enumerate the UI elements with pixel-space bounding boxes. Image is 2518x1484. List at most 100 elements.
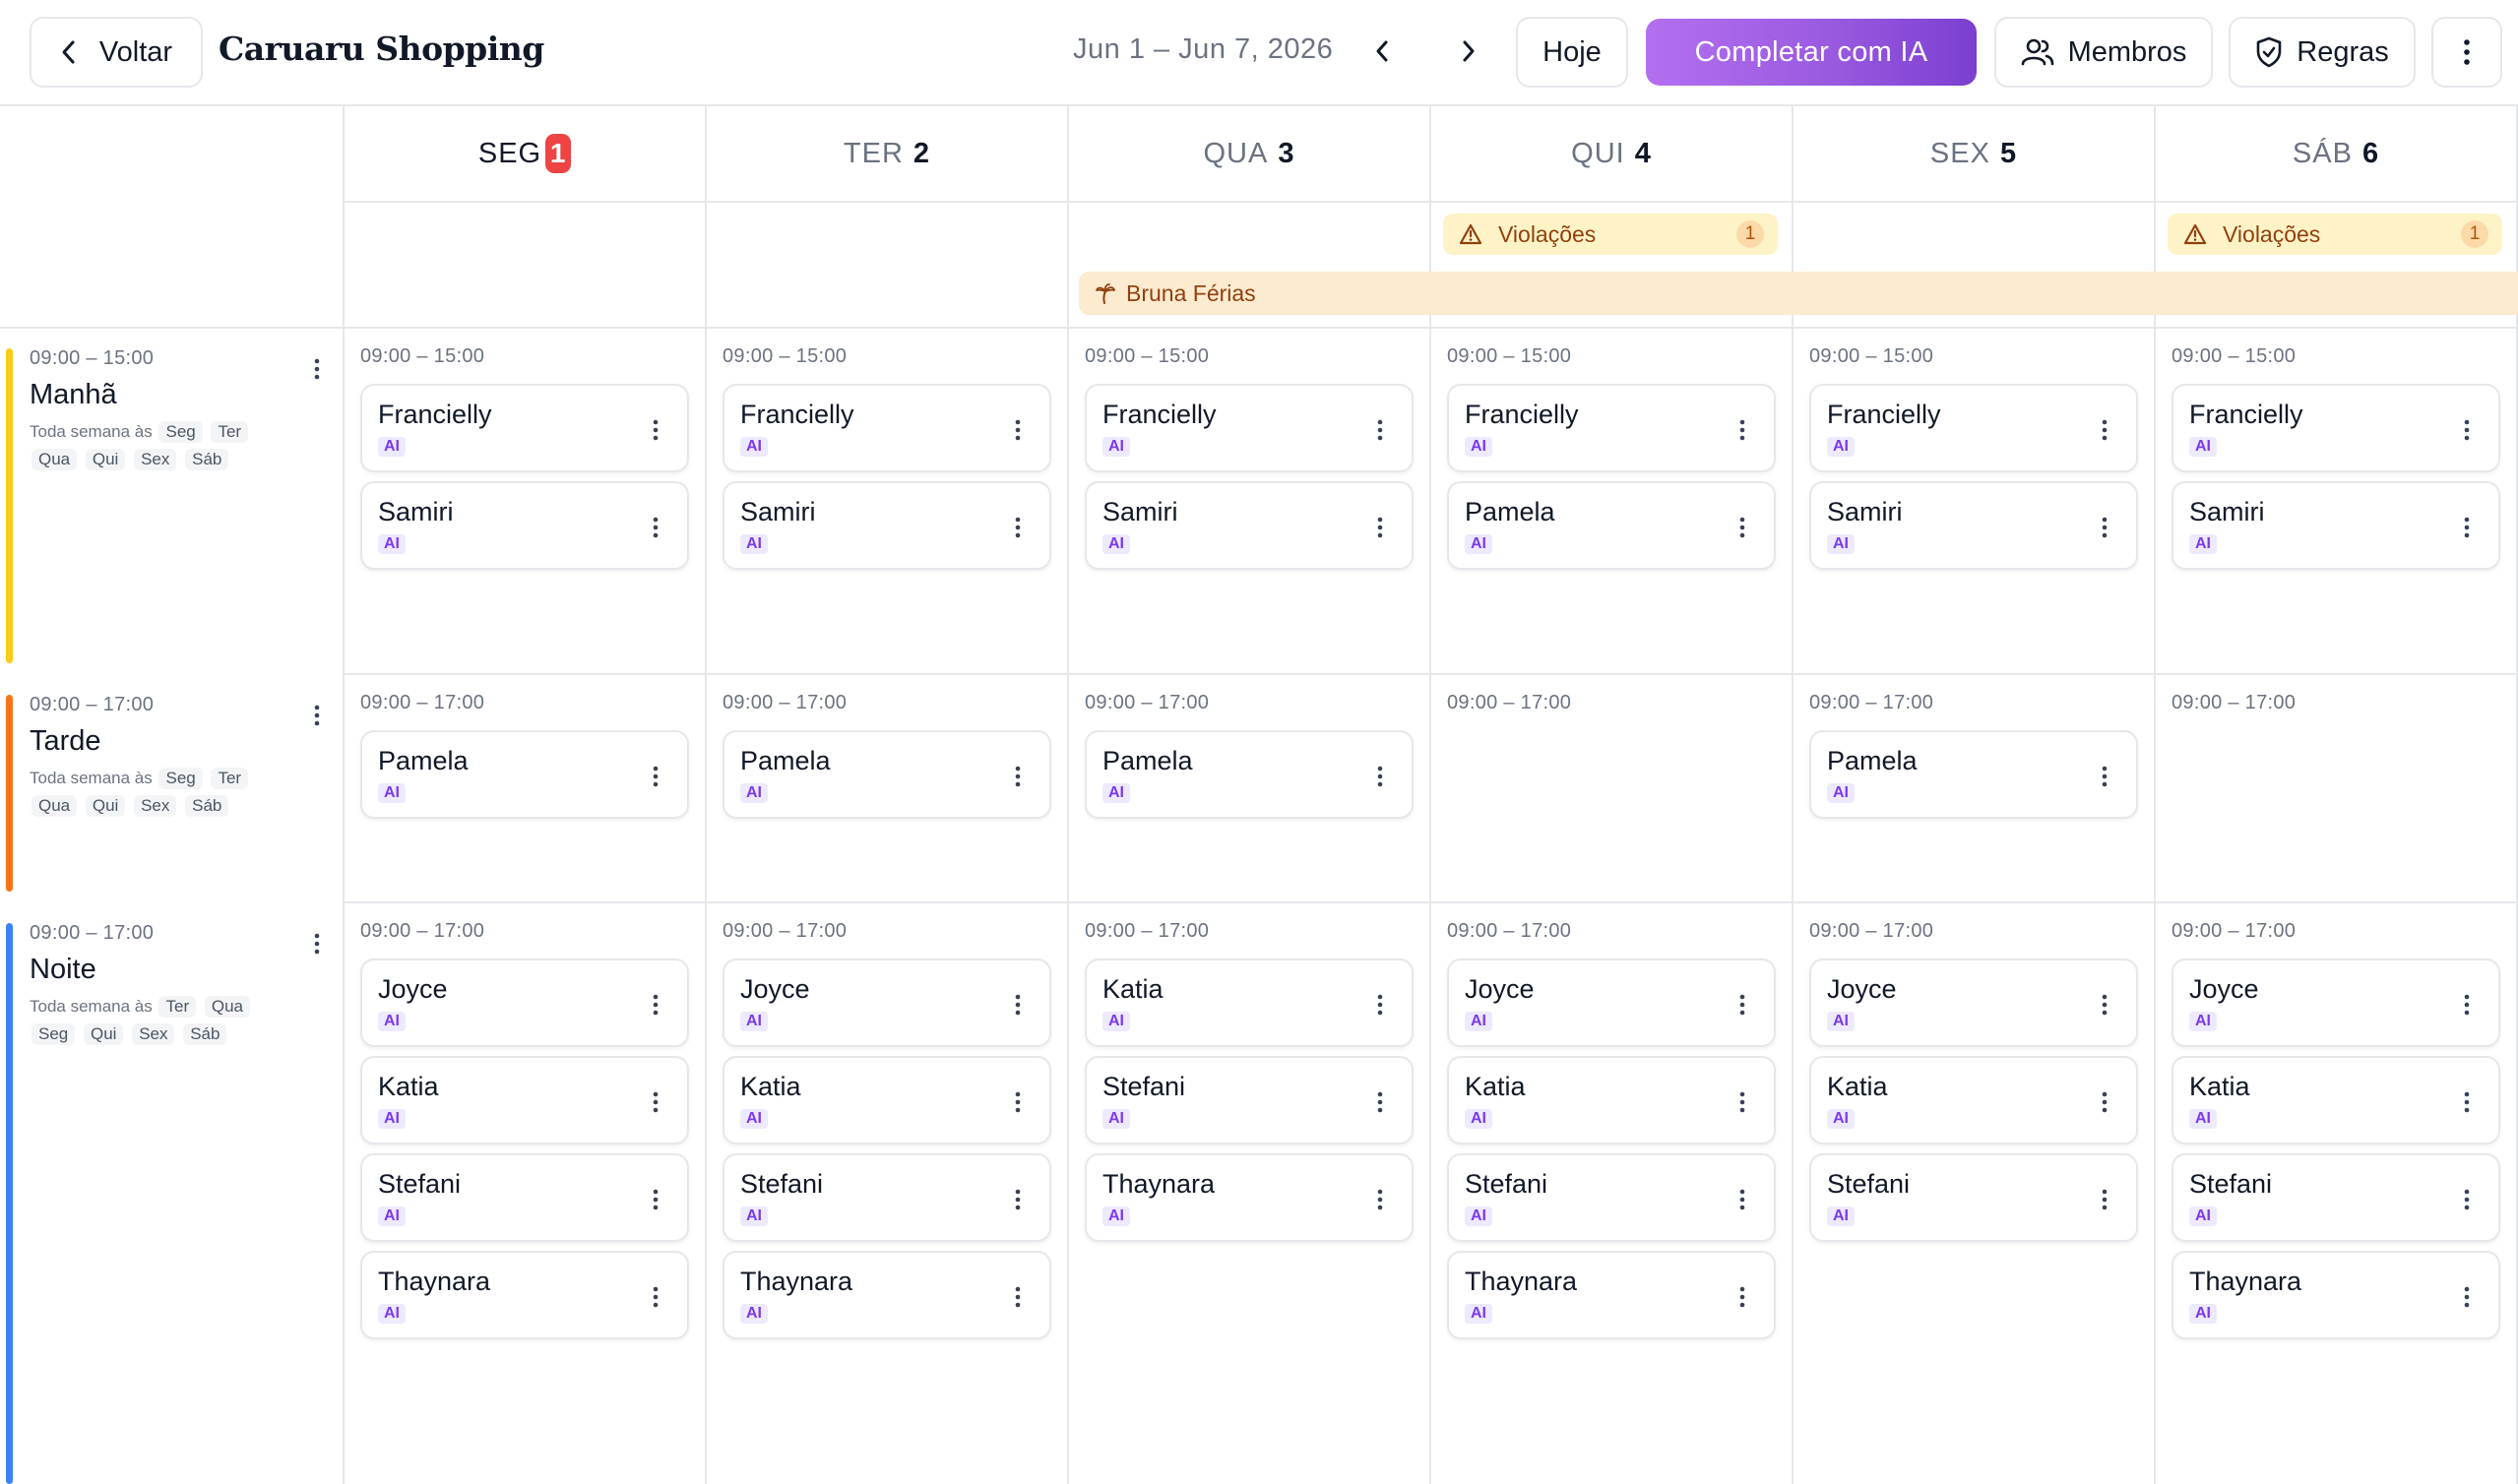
assignment-card[interactable]: Stefani AI	[360, 1153, 689, 1242]
card-menu-button[interactable]	[1008, 1180, 1028, 1219]
assignment-card[interactable]: Samiri AI	[1809, 481, 2138, 570]
card-menu-button[interactable]	[2457, 508, 2477, 547]
member-name: Stefani	[1827, 1169, 1911, 1199]
card-menu-button[interactable]	[646, 985, 665, 1024]
card-menu-button[interactable]	[2457, 1082, 2477, 1122]
card-menu-button[interactable]	[2095, 1082, 2114, 1122]
card-menu-button[interactable]	[1008, 757, 1028, 796]
assignment-card[interactable]: Joyce AI	[360, 958, 689, 1047]
assignment-card[interactable]: Pamela AI	[1809, 730, 2138, 819]
card-menu-button[interactable]	[2095, 757, 2114, 796]
card-menu-button[interactable]	[2095, 508, 2114, 547]
assignment-card[interactable]: Pamela AI	[1447, 481, 1776, 570]
members-button[interactable]: Membros	[1994, 17, 2213, 88]
card-menu-button[interactable]	[1370, 410, 1390, 450]
card-menu-button[interactable]	[2457, 1277, 2477, 1317]
card-menu-button[interactable]	[2457, 1180, 2477, 1219]
card-menu-button[interactable]	[1008, 508, 1028, 547]
today-button[interactable]: Hoje	[1516, 17, 1628, 88]
prev-week-button[interactable]	[1360, 30, 1404, 73]
card-menu-button[interactable]	[1732, 508, 1752, 547]
card-menu-button[interactable]	[1370, 985, 1390, 1024]
card-menu-button[interactable]	[2095, 985, 2114, 1024]
card-menu-button[interactable]	[646, 1180, 665, 1219]
card-menu-button[interactable]	[1732, 985, 1752, 1024]
day-header[interactable]: SEG 1	[345, 106, 705, 201]
card-menu-button[interactable]	[1370, 1180, 1390, 1219]
card-menu-button[interactable]	[1008, 1082, 1028, 1122]
assignment-card[interactable]: Stefani AI	[1085, 1056, 1414, 1144]
assignment-card[interactable]: Thaynara AI	[723, 1251, 1051, 1339]
assignment-card[interactable]: Thaynara AI	[2172, 1251, 2500, 1339]
more-options-button[interactable]	[2431, 17, 2502, 88]
day-header[interactable]: QUA 3	[1069, 106, 1429, 201]
assignment-card[interactable]: Samiri AI	[723, 481, 1051, 570]
card-menu-button[interactable]	[646, 410, 665, 450]
assignment-card[interactable]: Katia AI	[1809, 1056, 2138, 1144]
card-menu-button[interactable]	[1370, 757, 1390, 796]
assignment-card[interactable]: Katia AI	[1085, 958, 1414, 1047]
card-menu-button[interactable]	[1008, 985, 1028, 1024]
assignment-card[interactable]: Samiri AI	[360, 481, 689, 570]
day-header[interactable]: TER 2	[707, 106, 1067, 201]
day-header[interactable]: QUI 4	[1431, 106, 1792, 201]
assignment-card[interactable]: Francielly AI	[1809, 384, 2138, 472]
rules-button[interactable]: Regras	[2229, 17, 2416, 88]
assignment-card[interactable]: Katia AI	[723, 1056, 1051, 1144]
assignment-card[interactable]: Joyce AI	[1447, 958, 1776, 1047]
card-menu-button[interactable]	[1370, 1082, 1390, 1122]
assignment-card[interactable]: Pamela AI	[360, 730, 689, 819]
card-menu-button[interactable]	[646, 508, 665, 547]
day-header[interactable]: SÁB 6	[2156, 106, 2516, 201]
assignment-card[interactable]: Thaynara AI	[1085, 1153, 1414, 1242]
assignment-card[interactable]: Pamela AI	[1085, 730, 1414, 819]
card-menu-button[interactable]	[1732, 1180, 1752, 1219]
next-week-button[interactable]	[1447, 30, 1490, 73]
member-name: Katia	[2189, 1072, 2250, 1101]
assignment-card[interactable]: Francielly AI	[360, 384, 689, 472]
shift-menu-button[interactable]	[305, 696, 329, 735]
card-menu-button[interactable]	[2457, 410, 2477, 450]
assignment-card[interactable]: Thaynara AI	[1447, 1251, 1776, 1339]
assignment-card[interactable]: Samiri AI	[1085, 481, 1414, 570]
card-menu-button[interactable]	[646, 757, 665, 796]
assignment-card[interactable]: Katia AI	[2172, 1056, 2500, 1144]
assignment-card[interactable]: Thaynara AI	[360, 1251, 689, 1339]
card-menu-button[interactable]	[2095, 410, 2114, 450]
card-menu-button[interactable]	[1732, 410, 1752, 450]
violations-alert[interactable]: Violações 1	[1443, 214, 1778, 255]
assignment-card[interactable]: Joyce AI	[2172, 958, 2500, 1047]
complete-with-ai-button[interactable]: Completar com IA	[1646, 19, 1977, 86]
shift-menu-button[interactable]	[305, 924, 329, 963]
assignment-card[interactable]: Katia AI	[360, 1056, 689, 1144]
cell-time: 09:00 – 17:00	[1085, 692, 1210, 713]
assignment-card[interactable]: Samiri AI	[2172, 481, 2500, 570]
day-header[interactable]: SEX 5	[1794, 106, 2154, 201]
assignment-card[interactable]: Francielly AI	[1447, 384, 1776, 472]
card-menu-button[interactable]	[2095, 1180, 2114, 1219]
vacation-bar[interactable]: Bruna Férias	[1079, 272, 2518, 315]
card-menu-button[interactable]	[1008, 410, 1028, 450]
card-menu-button[interactable]	[646, 1082, 665, 1122]
member-name: Pamela	[1465, 497, 1555, 526]
assignment-card[interactable]: Stefani AI	[1809, 1153, 2138, 1242]
assignment-card[interactable]: Pamela AI	[723, 730, 1051, 819]
assignment-card[interactable]: Francielly AI	[1085, 384, 1414, 472]
assignment-card[interactable]: Stefani AI	[723, 1153, 1051, 1242]
assignment-card[interactable]: Joyce AI	[1809, 958, 2138, 1047]
assignment-card[interactable]: Francielly AI	[2172, 384, 2500, 472]
card-menu-button[interactable]	[646, 1277, 665, 1317]
violations-alert[interactable]: Violações 1	[2168, 214, 2502, 255]
assignment-card[interactable]: Joyce AI	[723, 958, 1051, 1047]
assignment-card[interactable]: Katia AI	[1447, 1056, 1776, 1144]
card-menu-button[interactable]	[1008, 1277, 1028, 1317]
assignment-card[interactable]: Stefani AI	[1447, 1153, 1776, 1242]
card-menu-button[interactable]	[1732, 1277, 1752, 1317]
card-menu-button[interactable]	[1370, 508, 1390, 547]
shift-menu-button[interactable]	[305, 349, 329, 389]
assignment-card[interactable]: Stefani AI	[2172, 1153, 2500, 1242]
back-button[interactable]: Voltar	[30, 17, 203, 88]
card-menu-button[interactable]	[1732, 1082, 1752, 1122]
assignment-card[interactable]: Francielly AI	[723, 384, 1051, 472]
card-menu-button[interactable]	[2457, 985, 2477, 1024]
